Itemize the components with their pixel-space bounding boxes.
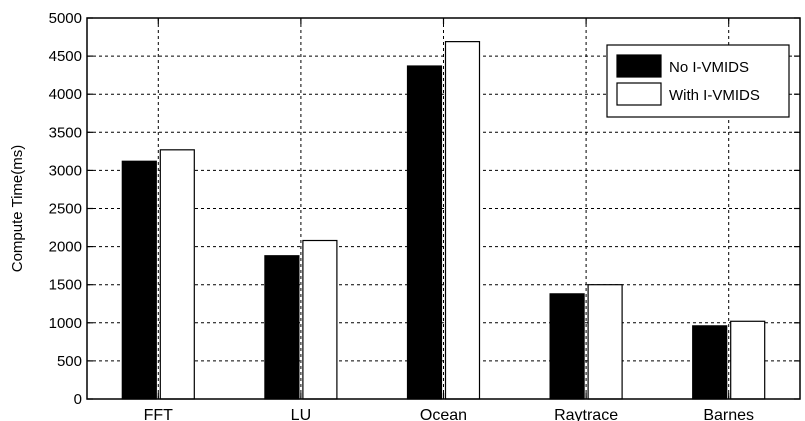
y-tick-label: 2500 [49,201,82,218]
y-tick-label: 0 [74,391,82,408]
bar [264,255,300,400]
legend: No I-VMIDS With I-VMIDS [606,44,790,118]
y-tick-label: 500 [57,353,82,370]
bar [159,149,195,400]
bar [587,284,623,400]
y-tick-label: 4500 [49,48,82,65]
bars [121,41,766,400]
bar [692,325,728,400]
y-tick-label: 2000 [49,239,82,256]
y-tick-label: 3500 [49,124,82,141]
y-axis-label: Compute Time(ms) [9,145,26,273]
bar [730,320,766,400]
x-axis-ticks: FFT LU Ocean Raytrace Barnes [144,18,754,421]
y-axis-ticks: 0 500 1000 1500 2000 2500 3000 3500 4000 4500 5000 [49,10,800,408]
bar [406,65,443,400]
x-tick-label: LU [291,407,311,421]
bar [444,41,481,400]
legend-swatch [616,54,662,78]
bar [302,239,338,400]
legend-label: No I-VMIDS [669,59,749,76]
y-tick-label: 1500 [49,277,82,294]
y-tick-label: 5000 [49,10,82,27]
bar [121,160,157,400]
x-tick-label: Raytrace [554,407,618,421]
y-tick-label: 4000 [49,86,82,103]
x-tick-label: FFT [144,407,174,421]
bar [549,293,585,400]
x-tick-label: Barnes [703,407,754,421]
y-tick-label: 3000 [49,162,82,179]
legend-swatch [616,82,662,106]
x-tick-label: Ocean [420,407,467,421]
y-tick-label: 1000 [49,315,82,332]
legend-label: With I-VMIDS [669,87,760,104]
